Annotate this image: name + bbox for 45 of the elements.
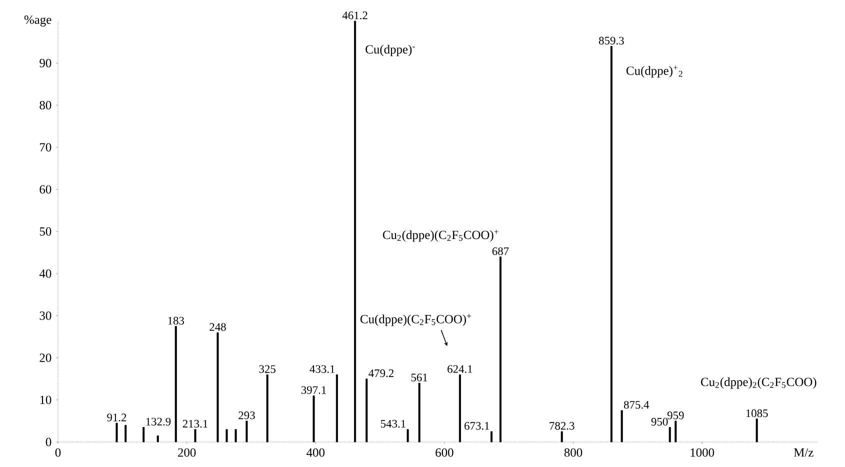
- annotation: 479.2: [368, 369, 394, 378]
- annotation: 959: [667, 412, 684, 420]
- y-tick-label: 40: [39, 269, 52, 278]
- x-tick-label: 600: [436, 448, 454, 457]
- annotation: 183: [168, 316, 184, 325]
- annotation: 461.2: [342, 12, 368, 20]
- x-tick-label: 800: [564, 448, 582, 457]
- x-tick-label: 400: [306, 448, 324, 457]
- annotation: 875.4: [624, 400, 650, 409]
- y-tick-label: 10: [40, 396, 52, 404]
- annotation: 782.3: [550, 422, 574, 430]
- annotation: Cu$_{2}$(dppe)(C$_{2}$F$_{5}$COO)$^{+}$: [382, 230, 498, 242]
- annotation: Cu(dppe)$^{+}$2: [626, 66, 682, 78]
- annotation: 293: [238, 412, 255, 420]
- y-axis-title: %age: [24, 16, 52, 26]
- x-tick-label: 200: [178, 448, 196, 457]
- annotation: 397.1: [301, 386, 326, 394]
- y-tick-label: 80: [40, 100, 52, 110]
- annotation: 1085: [746, 409, 768, 418]
- x-tick-label: 0: [55, 448, 61, 457]
- annotation: 859.3: [599, 36, 624, 45]
- annotation: 213.1: [182, 420, 208, 428]
- annotation: Cu(dppe)$^{-}$: [366, 44, 415, 56]
- y-tick-label: 30: [40, 312, 52, 320]
- annotation: 325: [259, 365, 276, 373]
- annotation: 433.1: [310, 365, 335, 373]
- x-axis-title: M/z: [794, 448, 814, 457]
- x-tick-label: 1000: [690, 448, 714, 457]
- annotation: Cu(dppe)(C$_{2}$F$_{5}$COO)$^{+}$: [360, 314, 472, 326]
- annotation: 687: [492, 247, 509, 256]
- annotation: 561: [411, 374, 428, 382]
- y-tick-label: 70: [40, 143, 52, 152]
- annotation: 543.1: [380, 420, 406, 428]
- annotation: 624.1: [448, 365, 472, 373]
- annotation: 132.9: [146, 418, 171, 426]
- annotation: 673.1: [464, 422, 490, 430]
- y-tick-label: 90: [40, 58, 52, 68]
- y-tick-label: 0: [46, 438, 52, 446]
- y-tick-label: 50: [40, 227, 52, 236]
- y-tick-label: 20: [40, 354, 52, 362]
- y-tick-label: 60: [40, 185, 52, 194]
- annotation: 248: [210, 323, 226, 331]
- text: Cu$_{2}$(dppe)$_{2}$(C$_{2}$F$_{5}$COO): [701, 377, 816, 389]
- annotation: 950: [651, 418, 668, 426]
- annotation: 91.2: [107, 414, 126, 422]
